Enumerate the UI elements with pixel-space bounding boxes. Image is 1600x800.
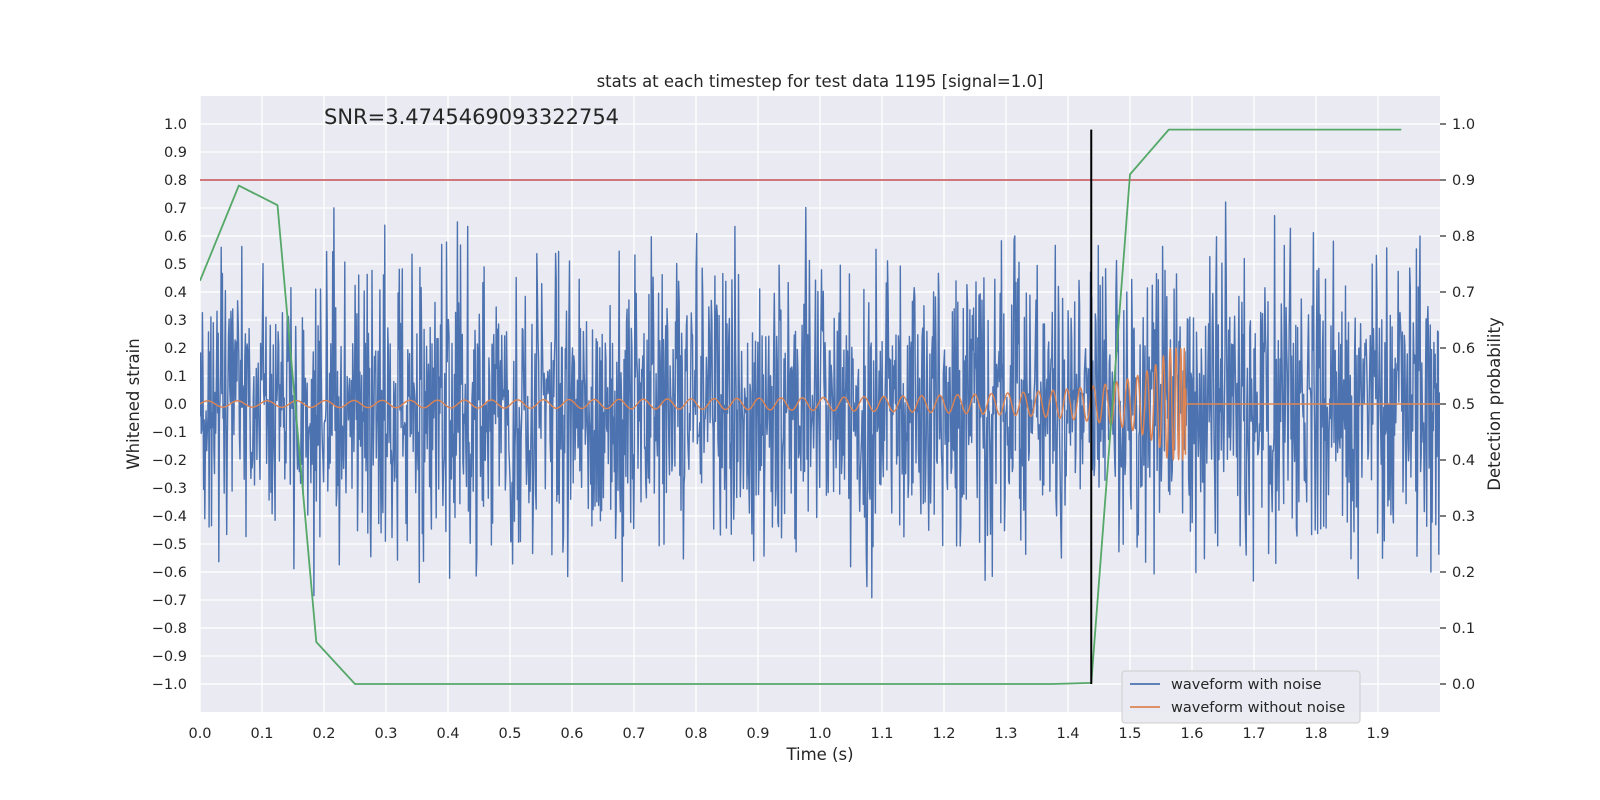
y-tick-label: −1.0 (152, 677, 187, 693)
x-tick-label: 0.6 (560, 726, 583, 742)
x-tick-label: 0.7 (622, 726, 645, 742)
y-tick-label: 0.4 (164, 285, 187, 301)
y2-axis-label: Detection probability (1485, 317, 1504, 491)
y-tick-label: 1.0 (164, 117, 187, 133)
y-tick-label: 0.0 (164, 397, 187, 413)
y2-tick-label: 0.0 (1452, 677, 1475, 693)
y-axis-left: 1.0 0.9 0.8 0.7 0.6 0.5 0.4 0.3 0.2 0.1 0.0 −0.1 −0.… (152, 117, 187, 693)
chart-title: stats at each timestep for test data 119… (597, 72, 1044, 91)
y2-tick-label: 0.3 (1452, 509, 1475, 525)
y-tick-label: 0.9 (164, 145, 187, 161)
y2-tick-label: 0.9 (1452, 173, 1475, 189)
x-tick-label: 0.8 (684, 726, 707, 742)
y-tick-label: 0.6 (164, 229, 187, 245)
y2-tick-label: 0.2 (1452, 565, 1475, 581)
x-tick-label: 1.7 (1242, 726, 1265, 742)
x-tick-label: 1.5 (1118, 726, 1141, 742)
y-tick-label: −0.4 (152, 509, 187, 525)
x-tick-label: 0.1 (250, 726, 273, 742)
series-waveform-with-noise (200, 201, 1440, 599)
x-tick-label: 1.0 (808, 726, 831, 742)
x-tick-label: 0.0 (188, 726, 211, 742)
y-axis-label: Whitened strain (124, 338, 143, 469)
y-tick-label: −0.3 (152, 481, 187, 497)
series-waveform-without-noise (200, 347, 1440, 461)
y2-tick-label: 1.0 (1452, 117, 1475, 133)
y-tick-label: 0.5 (164, 257, 187, 273)
x-axis-label: Time (s) (785, 745, 853, 764)
y2-tick-label: 0.7 (1452, 285, 1475, 301)
legend-label-noise: waveform with noise (1171, 677, 1322, 693)
y-tick-label: −0.9 (152, 649, 187, 665)
x-tick-label: 0.4 (436, 726, 459, 742)
y2-tick-label: 0.6 (1452, 341, 1475, 357)
x-tick-label: 0.3 (374, 726, 397, 742)
y-axis-right: 1.0 0.9 0.8 0.7 0.6 0.5 0.4 0.3 0.2 0.1 0.0 (1440, 117, 1475, 693)
x-tick-label: 1.6 (1180, 726, 1203, 742)
legend-label-clean: waveform without noise (1171, 700, 1345, 716)
y-tick-label: −0.7 (152, 593, 187, 609)
legend: waveform with noise waveform without noi… (1121, 670, 1361, 724)
x-tick-label: 0.2 (312, 726, 335, 742)
snr-annotation: SNR=3.4745469093322754 (324, 105, 619, 129)
y-tick-label: −0.1 (152, 425, 187, 441)
y-tick-label: 0.1 (164, 369, 187, 385)
x-tick-label: 1.3 (994, 726, 1017, 742)
y-tick-label: 0.2 (164, 341, 187, 357)
x-tick-label: 1.8 (1304, 726, 1327, 742)
y-tick-label: −0.8 (152, 621, 187, 637)
x-tick-label: 1.9 (1366, 726, 1389, 742)
y2-tick-label: 0.1 (1452, 621, 1475, 637)
y-tick-label: 0.3 (164, 313, 187, 329)
series-detection-probability (200, 128, 1402, 685)
y2-tick-label: 0.4 (1452, 453, 1475, 469)
x-tick-label: 0.9 (746, 726, 769, 742)
y2-tick-label: 0.8 (1452, 229, 1475, 245)
x-tick-label: 1.2 (932, 726, 955, 742)
y-tick-label: −0.2 (152, 453, 187, 469)
y2-tick-label: 0.5 (1452, 397, 1475, 413)
y-tick-label: 0.7 (164, 201, 187, 217)
x-axis: 0.0 0.1 0.2 0.3 0.4 0.5 0.6 0.7 0.8 0.9 1.0 1.1 1.2 1… (188, 726, 1389, 742)
y-tick-label: 0.8 (164, 173, 187, 189)
x-tick-label: 0.5 (498, 726, 521, 742)
y-tick-label: −0.6 (152, 565, 187, 581)
x-tick-label: 1.4 (1056, 726, 1079, 742)
x-tick-label: 1.1 (870, 726, 893, 742)
y-tick-label: −0.5 (152, 537, 187, 553)
